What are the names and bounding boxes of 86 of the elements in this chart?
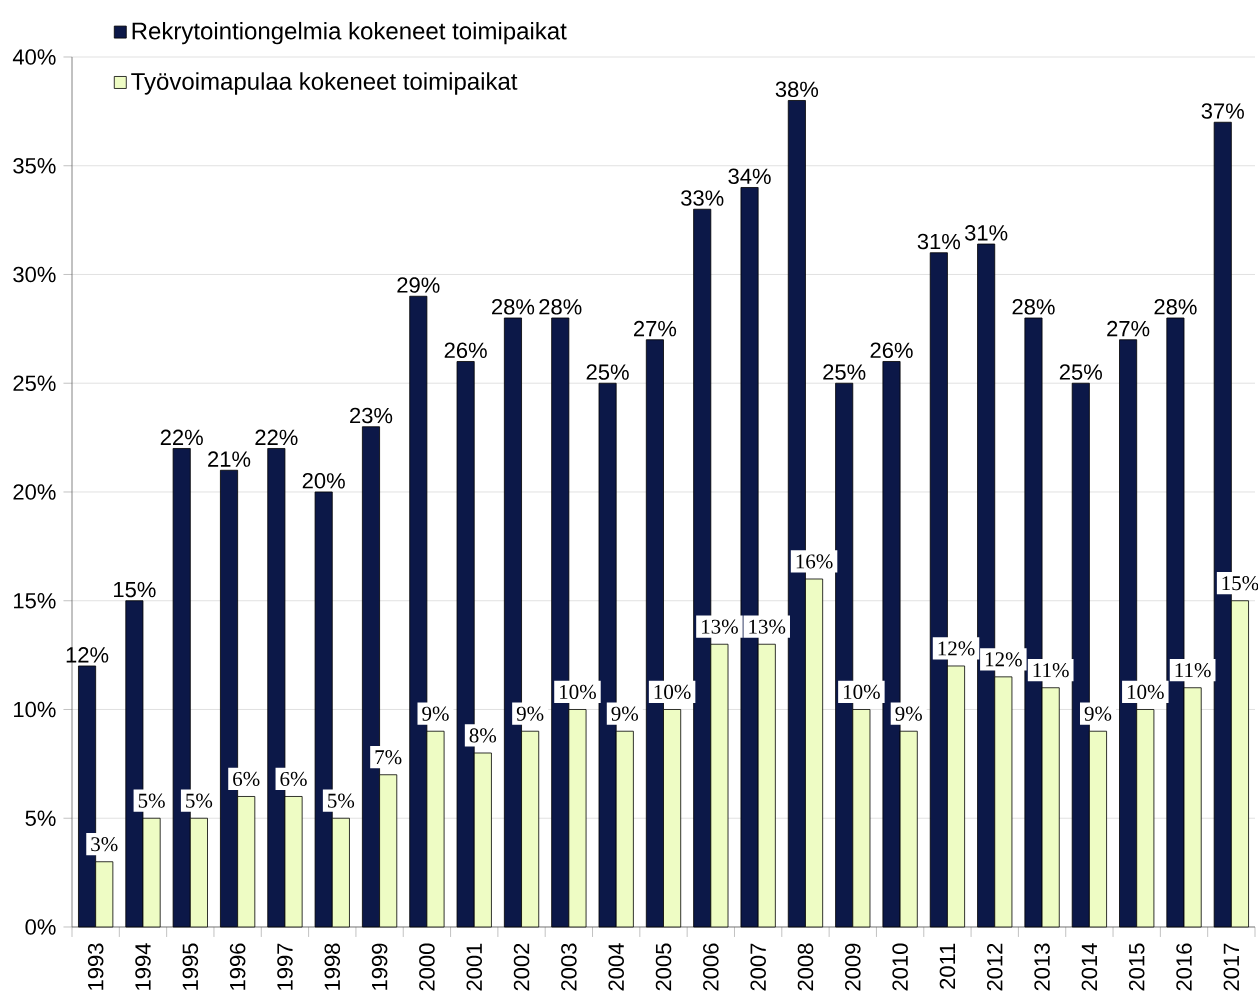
data-label: 25% — [823, 364, 866, 380]
data-label: 10% — [843, 684, 880, 700]
data-label: 16% — [796, 554, 833, 569]
x-tick-label: 2013 — [1034, 943, 1050, 991]
data-label: 10% — [1127, 684, 1164, 700]
data-label: 5% — [328, 793, 355, 808]
data-label: 38% — [775, 81, 819, 98]
x-tick-label: 1995 — [182, 943, 199, 990]
x-tick-label: 1999 — [371, 943, 388, 990]
data-label: 5% — [186, 793, 213, 808]
data-label: 9% — [1084, 706, 1112, 721]
data-label: 6% — [233, 771, 260, 787]
data-label: 10% — [654, 684, 691, 700]
data-label: 27% — [633, 320, 677, 337]
y-tick-label: 15% — [14, 593, 56, 609]
data-label: 11% — [1033, 663, 1069, 678]
data-label: 12% — [985, 652, 1022, 667]
data-label: 9% — [422, 706, 449, 721]
data-label: 25% — [1059, 364, 1102, 380]
x-tick-label: 2008 — [797, 943, 814, 991]
data-label: 26% — [444, 342, 487, 359]
data-label: 22% — [255, 429, 298, 446]
y-tick-label: 5% — [25, 810, 56, 826]
x-tick-label: 2015 — [1128, 943, 1145, 991]
x-tick-label: 2004 — [608, 943, 624, 991]
x-tick-label: 2012 — [986, 943, 1003, 991]
data-label: 31% — [964, 225, 1008, 241]
data-label: 9% — [516, 706, 544, 721]
x-tick-label: 2011 — [939, 943, 956, 989]
legend-label: Työvoimapulaa kokeneet toimipaikat — [131, 72, 518, 95]
x-tick-label: 2007 — [750, 943, 766, 991]
data-label: 23% — [350, 407, 393, 424]
y-tick-label: 30% — [13, 266, 56, 283]
legend-label: Rekrytointiongelmia kokeneet toimipaikat — [132, 21, 567, 45]
data-label: 15% — [114, 581, 156, 598]
data-label: 3% — [91, 837, 118, 852]
data-label: 15% — [1222, 576, 1258, 591]
data-label: 7% — [375, 750, 402, 765]
data-label: 20% — [302, 473, 345, 489]
data-label: 31% — [917, 233, 961, 250]
x-tick-label: 2002 — [513, 943, 530, 991]
data-label: 11% — [1175, 663, 1211, 678]
x-tick-label: 2014 — [1081, 943, 1098, 991]
x-tick-label: 2016 — [1176, 943, 1192, 991]
x-tick-label: 2017 — [1223, 943, 1240, 991]
data-label: 13% — [749, 619, 786, 634]
y-tick-label: 10% — [14, 701, 56, 718]
data-label: 27% — [1107, 320, 1150, 337]
x-tick-label: 2001 — [466, 943, 483, 991]
y-tick-label: 40% — [12, 49, 56, 65]
data-label: 9% — [611, 706, 639, 721]
x-tick-label: 1997 — [277, 943, 293, 990]
data-label: 28% — [1154, 299, 1197, 315]
data-label: 21% — [208, 451, 251, 467]
data-label: 28% — [492, 299, 535, 315]
data-label: 34% — [728, 168, 771, 185]
x-tick-label: 2005 — [655, 943, 672, 991]
data-label: 26% — [870, 342, 913, 359]
data-label: 28% — [1012, 299, 1055, 315]
data-label: 25% — [586, 364, 629, 380]
x-tick-label: 2000 — [419, 943, 435, 991]
y-tick-label: 0% — [25, 919, 56, 935]
data-label: 13% — [702, 619, 738, 634]
data-label: 5% — [138, 793, 165, 808]
x-tick-label: 1994 — [135, 943, 151, 990]
data-label: 6% — [280, 771, 307, 787]
x-tick-label: 2003 — [561, 943, 577, 991]
data-label: 12% — [66, 647, 109, 663]
data-label: 22% — [160, 429, 203, 446]
x-tick-label: 2009 — [845, 943, 861, 991]
data-label: 37% — [1201, 103, 1244, 119]
y-tick-label: 35% — [13, 157, 56, 174]
x-tick-label: 2006 — [703, 943, 719, 991]
data-label: 10% — [560, 684, 596, 700]
data-label: 12% — [938, 641, 975, 656]
data-label: 29% — [397, 277, 440, 293]
data-label: 8% — [469, 728, 497, 743]
data-label: 33% — [681, 190, 724, 206]
x-tick-label: 1996 — [229, 943, 246, 990]
data-label: 28% — [539, 299, 582, 315]
y-tick-label: 25% — [13, 375, 56, 392]
x-tick-label: 2010 — [892, 943, 908, 991]
x-tick-label: 1993 — [87, 943, 104, 990]
x-tick-label: 1998 — [324, 943, 341, 990]
data-label: 9% — [895, 706, 922, 721]
y-tick-label: 20% — [13, 484, 56, 500]
